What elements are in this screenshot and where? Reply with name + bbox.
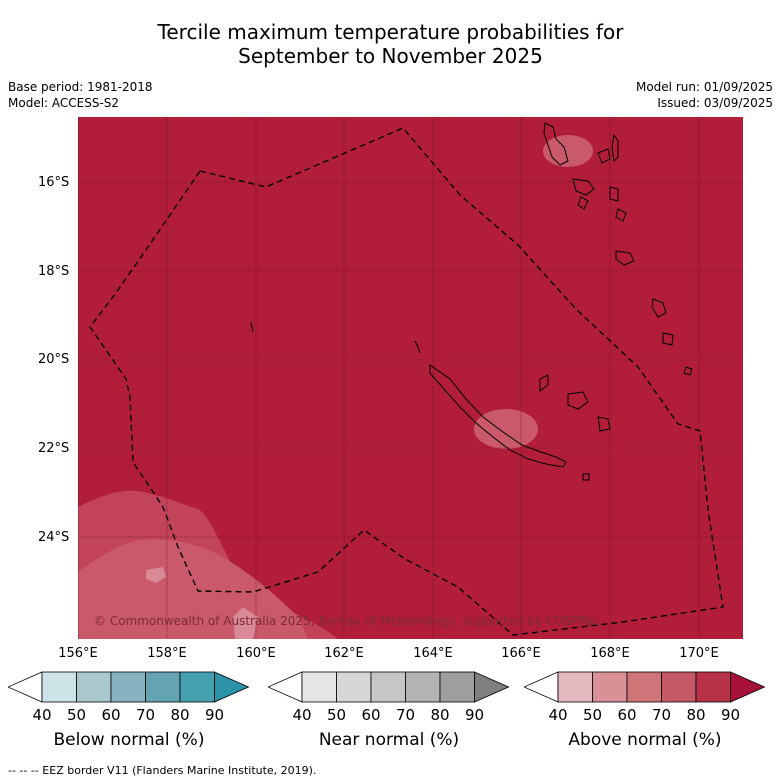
lat-label-18s: 18°S: [38, 264, 70, 279]
colorbar-tick-label: 60: [101, 706, 121, 724]
lon-label-160e: 160°E: [236, 646, 276, 661]
isle-of-pines: [582, 473, 590, 481]
eez-border: [89, 127, 724, 636]
colorbar-segment: [301, 671, 337, 703]
colorbar-segment: [370, 671, 406, 703]
epi-island: [615, 208, 627, 222]
maewo-island: [611, 133, 619, 163]
colorbar-low-extend: [268, 671, 303, 703]
region-light-bottom: [233, 607, 258, 639]
colorbar-segment: [592, 671, 628, 703]
region-vanuatu-spot: [543, 135, 593, 167]
colorbar-segment: [661, 671, 697, 703]
region-light-spot: [146, 567, 166, 583]
colorbar-tick-label: 40: [292, 706, 312, 724]
colorbar-above: [524, 671, 766, 703]
issued-date: Issued: 03/09/2025: [657, 96, 773, 110]
erromango-island: [651, 298, 667, 318]
region-newcal-spot: [474, 409, 538, 449]
new-caledonia-island: [429, 364, 567, 468]
colorbar-low-extend: [524, 671, 559, 703]
colorbar-segment: [41, 671, 77, 703]
colorbar-segment: [179, 671, 215, 703]
colorbar-tick-label: 80: [430, 706, 450, 724]
lat-label-22s: 22°S: [38, 441, 70, 456]
lon-label-170e: 170°E: [679, 646, 719, 661]
colorbar-tick-label: 90: [720, 706, 741, 724]
colorbar-near-title: Near normal (%): [318, 730, 460, 750]
base-period: Base period: 1981-2018: [8, 80, 153, 94]
pentecost-island: [609, 186, 619, 202]
lat-label-20s: 20°S: [38, 352, 70, 367]
lat-label-16s: 16°S: [38, 175, 70, 190]
colorbar-below-title: Below normal (%): [53, 730, 205, 750]
lon-label-164e: 164°E: [413, 646, 453, 661]
ouvea-island: [539, 374, 549, 392]
small-island-1: [577, 196, 589, 210]
colorbar-below: [8, 671, 250, 703]
colorbar-tick-label: 70: [395, 706, 416, 724]
belep-islands: [414, 340, 421, 354]
lon-label-158e: 158°E: [147, 646, 187, 661]
lat-label-24s: 24°S: [38, 530, 70, 545]
model-run: Model run: 01/09/2025: [635, 80, 773, 94]
colorbar-high-extend: [474, 671, 510, 703]
forecast-map: © Commonwealth of Australia 2025, Bureau…: [78, 117, 743, 639]
colorbar-tick-label: 50: [66, 706, 87, 724]
efate-island: [615, 250, 635, 266]
model-name: Model: ACCESS-S2: [8, 96, 120, 110]
colorbar-tick-label: 90: [464, 706, 485, 724]
colorbar-segment: [557, 671, 593, 703]
colorbar-segment: [145, 671, 181, 703]
colorbar-tick-label: 90: [204, 706, 225, 724]
lon-label-168e: 168°E: [590, 646, 630, 661]
aneityum-island: [683, 366, 693, 376]
chesterfield-islands: [250, 321, 254, 333]
colorbar-tick-label: 60: [361, 706, 381, 724]
colorbar-tick-label: 70: [651, 706, 672, 724]
lon-label-156e: 156°E: [58, 646, 98, 661]
lon-label-166e: 166°E: [501, 646, 541, 661]
colorbar-high-extend: [214, 671, 250, 703]
lon-label-162e: 162°E: [324, 646, 364, 661]
colorbar-segment: [110, 671, 146, 703]
colorbar-near: [268, 671, 510, 703]
espiritu-santo-island: [543, 122, 569, 166]
colorbar-low-extend: [8, 671, 43, 703]
colorbar-tick-label: 80: [170, 706, 190, 724]
meta-right: Model run: 01/09/2025 Issued: 03/09/2025: [636, 79, 773, 111]
colorbar-tick-label: 40: [32, 706, 52, 724]
colorbar-tick-label: 50: [582, 706, 603, 724]
mare-island: [597, 416, 611, 432]
colorbar-segment: [695, 671, 731, 703]
eez-legend-footer: -- -- -- EEZ border V11 (Flanders Marine…: [8, 764, 317, 777]
title-line-1: Tercile maximum temperature probabilitie…: [157, 20, 624, 44]
colorbar-tick-label: 50: [326, 706, 347, 724]
meta-left: Base period: 1981-2018 Model: ACCESS-S2: [8, 79, 153, 111]
colorbar-tick-label: 60: [617, 706, 637, 724]
colorbar-high-extend: [730, 671, 766, 703]
tanna-island: [662, 332, 674, 346]
colorbar-segment: [626, 671, 662, 703]
lifou-island: [567, 391, 589, 410]
graticule: [78, 117, 743, 639]
colorbar-segment: [405, 671, 441, 703]
colorbar-above-title: Above normal (%): [568, 730, 722, 750]
malekula-island: [572, 178, 595, 196]
title-line-2: September to November 2025: [238, 44, 543, 68]
colorbar-tick-label: 80: [686, 706, 706, 724]
map-title: Tercile maximum temperature probabilitie…: [0, 20, 781, 68]
colorbar-segment: [76, 671, 112, 703]
colorbar-tick-label: 40: [548, 706, 568, 724]
colorbar-segment: [439, 671, 475, 703]
colorbar-segment: [336, 671, 372, 703]
ambae-island: [597, 148, 611, 164]
copyright-notice: © Commonwealth of Australia 2025, Bureau…: [94, 614, 599, 628]
colorbar-tick-label: 70: [135, 706, 156, 724]
